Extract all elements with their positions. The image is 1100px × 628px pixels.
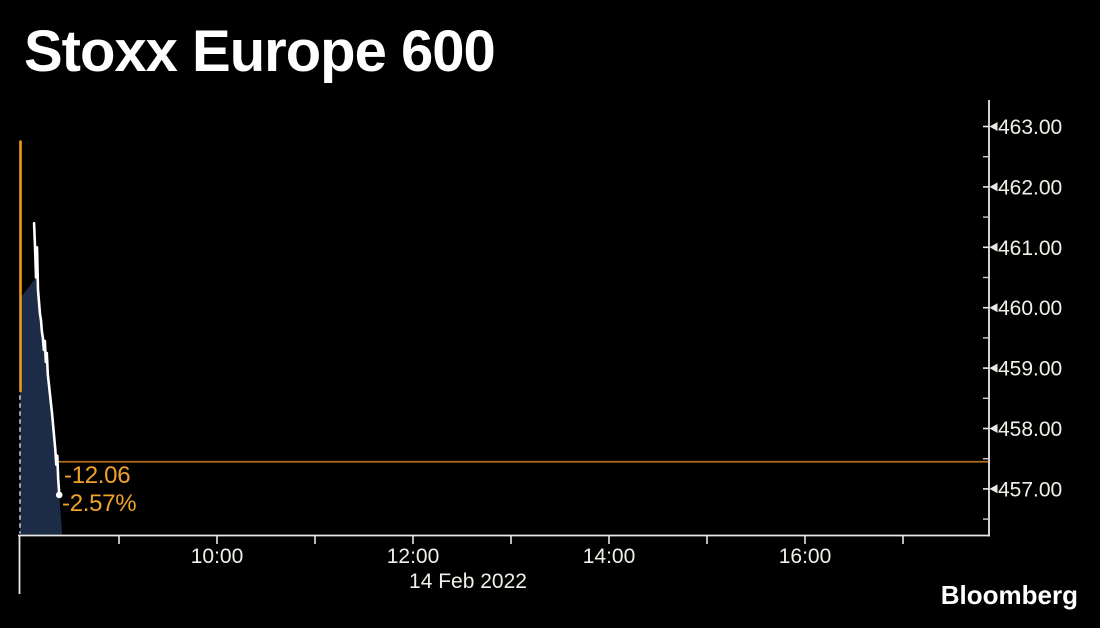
y-axis-label: 458.00 <box>998 418 1062 441</box>
y-tick-arrow <box>989 303 998 313</box>
x-axis-label: 10:00 <box>191 545 244 568</box>
y-tick-arrow <box>989 484 998 494</box>
y-axis-label: 463.00 <box>998 116 1062 139</box>
y-axis-label: 457.00 <box>998 478 1062 501</box>
area-fill <box>20 247 63 535</box>
chart-title: Stoxx Europe 600 <box>24 19 496 84</box>
x-axis-label: 12:00 <box>387 545 440 568</box>
date-label: 14 Feb 2022 <box>409 570 527 593</box>
x-axis-label: 16:00 <box>779 545 832 568</box>
last-price-dot <box>55 491 63 499</box>
price-line <box>32 221 61 497</box>
y-tick-arrow <box>989 182 998 192</box>
y-tick-arrow <box>989 122 998 131</box>
y-tick-arrow <box>989 424 998 433</box>
y-axis-label: 462.00 <box>998 176 1062 199</box>
y-tick-arrow <box>989 363 998 373</box>
x-axis-label: 14:00 <box>583 545 636 568</box>
bloomberg-logo: Bloomberg <box>940 580 1078 610</box>
y-axis-label: 459.00 <box>998 358 1062 381</box>
y-tick-arrow <box>989 242 998 252</box>
net-change-label: -12.06 <box>64 462 131 489</box>
y-axis-label: 460.00 <box>998 297 1062 320</box>
pct-change-label: -2.57% <box>62 490 137 517</box>
y-axis-label: 461.00 <box>998 237 1062 260</box>
